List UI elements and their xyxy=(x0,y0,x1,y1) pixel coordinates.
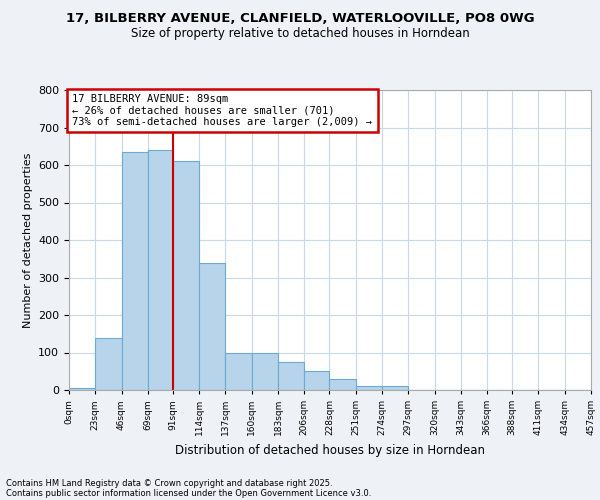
Bar xyxy=(199,262,226,390)
Bar xyxy=(252,352,278,390)
Y-axis label: Number of detached properties: Number of detached properties xyxy=(23,152,32,328)
Text: Size of property relative to detached houses in Horndean: Size of property relative to detached ho… xyxy=(131,28,469,40)
Bar xyxy=(173,161,199,390)
Bar xyxy=(69,388,95,390)
Text: 17 BILBERRY AVENUE: 89sqm
← 26% of detached houses are smaller (701)
73% of semi: 17 BILBERRY AVENUE: 89sqm ← 26% of detac… xyxy=(73,94,373,127)
Bar xyxy=(278,362,304,390)
Bar xyxy=(95,338,122,390)
Bar xyxy=(304,371,329,390)
Bar xyxy=(329,379,356,390)
Text: Contains HM Land Registry data © Crown copyright and database right 2025.: Contains HM Land Registry data © Crown c… xyxy=(6,478,332,488)
Bar xyxy=(382,386,408,390)
Text: Contains public sector information licensed under the Open Government Licence v3: Contains public sector information licen… xyxy=(6,488,371,498)
Bar xyxy=(226,352,252,390)
Bar xyxy=(148,150,173,390)
Bar xyxy=(356,386,382,390)
Bar xyxy=(122,152,148,390)
X-axis label: Distribution of detached houses by size in Horndean: Distribution of detached houses by size … xyxy=(175,444,485,456)
Text: 17, BILBERRY AVENUE, CLANFIELD, WATERLOOVILLE, PO8 0WG: 17, BILBERRY AVENUE, CLANFIELD, WATERLOO… xyxy=(65,12,535,26)
